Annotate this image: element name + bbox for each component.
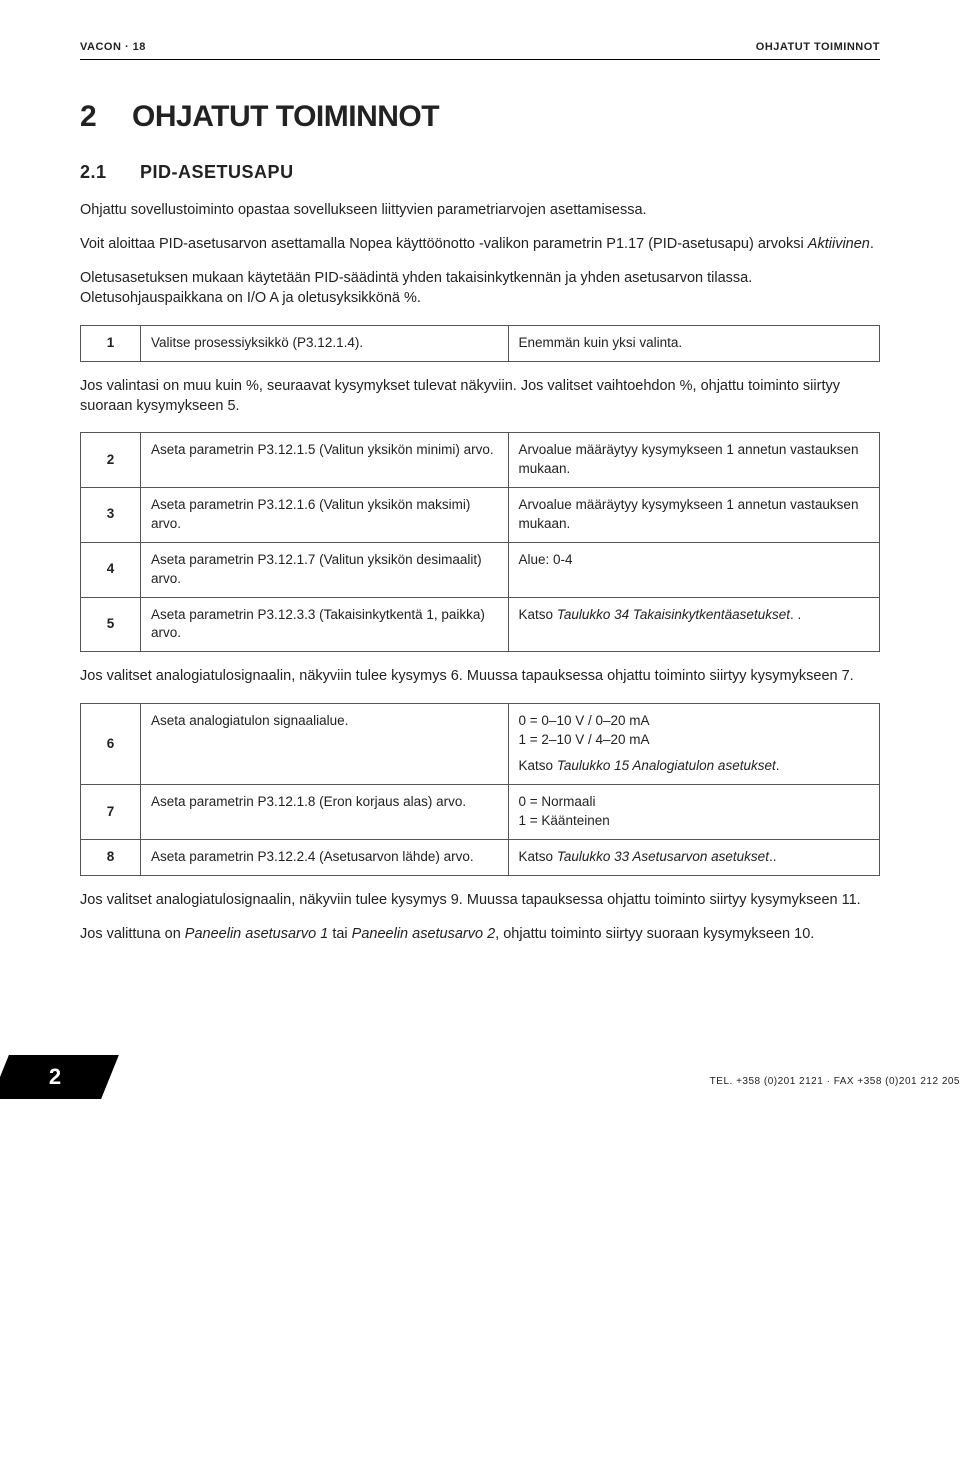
step-note: Katso Taulukko 34 Takaisinkytkentäasetuk… xyxy=(508,597,879,652)
page-header: VACON · 18 OHJATUT TOIMINNOT xyxy=(80,40,880,60)
step-table-3: 6 Aseta analogiatulon signaalialue. 0 = … xyxy=(80,703,880,876)
paragraph-2: Voit aloittaa PID-asetusarvon asettamall… xyxy=(80,234,880,254)
step-note: Arvoalue määräytyy kysymykseen 1 annetun… xyxy=(508,433,879,488)
step-table-1: 1 Valitse prosessiyksikkö (P3.12.1.4). E… xyxy=(80,325,880,362)
header-right: OHJATUT TOIMINNOT xyxy=(756,40,880,55)
step-note: Arvoalue määräytyy kysymykseen 1 annetun… xyxy=(508,488,879,543)
step-note: 0 = Normaali 1 = Käänteinen xyxy=(508,785,879,840)
header-left: VACON · 18 xyxy=(80,40,146,55)
step-note: Enemmän kuin yksi valinta. xyxy=(508,325,879,361)
paragraph-1: Ohjattu sovellustoiminto opastaa sovellu… xyxy=(80,200,880,220)
chapter-tab: 2 xyxy=(0,1055,119,1099)
table-row: 7 Aseta parametrin P3.12.1.8 (Eron korja… xyxy=(81,785,880,840)
step-desc: Valitse prosessiyksikkö (P3.12.1.4). xyxy=(141,325,509,361)
paragraph-7: Jos valittuna on Paneelin asetusarvo 1 t… xyxy=(80,924,880,944)
step-desc: Aseta parametrin P3.12.3.3 (Takaisinkytk… xyxy=(141,597,509,652)
paragraph-3: Oletusasetuksen mukaan käytetään PID-sää… xyxy=(80,268,880,309)
section-text: PID-ASETUSAPU xyxy=(140,162,294,182)
step-table-2: 2 Aseta parametrin P3.12.1.5 (Valitun yk… xyxy=(80,432,880,652)
step-number: 4 xyxy=(81,542,141,597)
table-row: 1 Valitse prosessiyksikkö (P3.12.1.4). E… xyxy=(81,325,880,361)
chapter-tab-number: 2 xyxy=(49,1061,61,1092)
chapter-title: 2 OHJATUT TOIMINNOT xyxy=(80,96,880,138)
step-desc: Aseta parametrin P3.12.1.6 (Valitun yksi… xyxy=(141,488,509,543)
table-row: 5 Aseta parametrin P3.12.3.3 (Takaisinky… xyxy=(81,597,880,652)
table-row: 3 Aseta parametrin P3.12.1.6 (Valitun yk… xyxy=(81,488,880,543)
step-note: Katso Taulukko 33 Asetusarvon asetukset.… xyxy=(508,840,879,876)
step-number: 2 xyxy=(81,433,141,488)
step-number: 6 xyxy=(81,703,141,785)
section-title: 2.1 PID-ASETUSAPU xyxy=(80,160,880,185)
table-row: 4 Aseta parametrin P3.12.1.7 (Valitun yk… xyxy=(81,542,880,597)
step-desc: Aseta analogiatulon signaalialue. xyxy=(141,703,509,785)
step-desc: Aseta parametrin P3.12.1.7 (Valitun yksi… xyxy=(141,542,509,597)
chapter-number: 2 xyxy=(80,96,96,138)
section-number: 2.1 xyxy=(80,160,107,185)
table-row: 8 Aseta parametrin P3.12.2.4 (Asetusarvo… xyxy=(81,840,880,876)
step-note: Alue: 0-4 xyxy=(508,542,879,597)
paragraph-4: Jos valintasi on muu kuin %, seuraavat k… xyxy=(80,376,880,417)
step-number: 5 xyxy=(81,597,141,652)
paragraph-6: Jos valitset analogiatulosignaalin, näky… xyxy=(80,890,880,910)
page-footer: 2 TEL. +358 (0)201 2121 · FAX +358 (0)20… xyxy=(80,1055,880,1099)
table-row: 2 Aseta parametrin P3.12.1.5 (Valitun yk… xyxy=(81,433,880,488)
step-number: 7 xyxy=(81,785,141,840)
step-number: 1 xyxy=(81,325,141,361)
step-number: 3 xyxy=(81,488,141,543)
step-number: 8 xyxy=(81,840,141,876)
step-desc: Aseta parametrin P3.12.1.5 (Valitun yksi… xyxy=(141,433,509,488)
footer-contact: TEL. +358 (0)201 2121 · FAX +358 (0)201 … xyxy=(710,1075,960,1089)
table-row: 6 Aseta analogiatulon signaalialue. 0 = … xyxy=(81,703,880,785)
paragraph-5: Jos valitset analogiatulosignaalin, näky… xyxy=(80,666,880,686)
step-note: 0 = 0–10 V / 0–20 mA 1 = 2–10 V / 4–20 m… xyxy=(508,703,879,785)
chapter-text: OHJATUT TOIMINNOT xyxy=(132,100,439,133)
step-desc: Aseta parametrin P3.12.2.4 (Asetusarvon … xyxy=(141,840,509,876)
step-desc: Aseta parametrin P3.12.1.8 (Eron korjaus… xyxy=(141,785,509,840)
